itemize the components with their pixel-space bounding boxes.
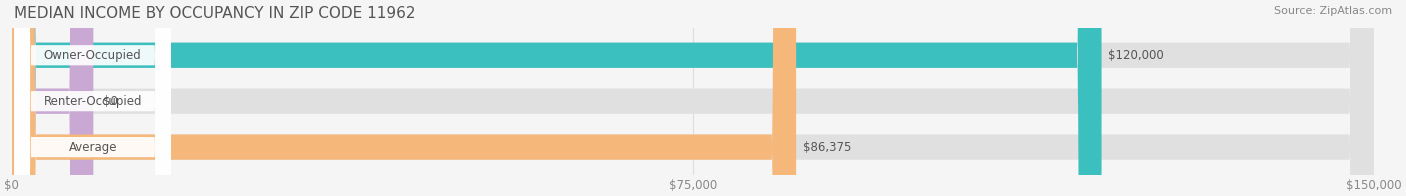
FancyBboxPatch shape (11, 0, 796, 196)
Text: Average: Average (69, 141, 117, 154)
FancyBboxPatch shape (14, 0, 172, 196)
Text: MEDIAN INCOME BY OCCUPANCY IN ZIP CODE 11962: MEDIAN INCOME BY OCCUPANCY IN ZIP CODE 1… (14, 6, 416, 21)
Text: Owner-Occupied: Owner-Occupied (44, 49, 142, 62)
FancyBboxPatch shape (11, 0, 1101, 196)
FancyBboxPatch shape (11, 0, 1374, 196)
Text: $120,000: $120,000 (1108, 49, 1164, 62)
Text: $0: $0 (103, 95, 118, 108)
FancyBboxPatch shape (11, 0, 1374, 196)
Text: $86,375: $86,375 (803, 141, 851, 154)
FancyBboxPatch shape (14, 0, 172, 196)
FancyBboxPatch shape (11, 0, 93, 196)
Text: Renter-Occupied: Renter-Occupied (44, 95, 142, 108)
Text: Source: ZipAtlas.com: Source: ZipAtlas.com (1274, 6, 1392, 16)
FancyBboxPatch shape (11, 0, 1374, 196)
FancyBboxPatch shape (14, 0, 172, 196)
